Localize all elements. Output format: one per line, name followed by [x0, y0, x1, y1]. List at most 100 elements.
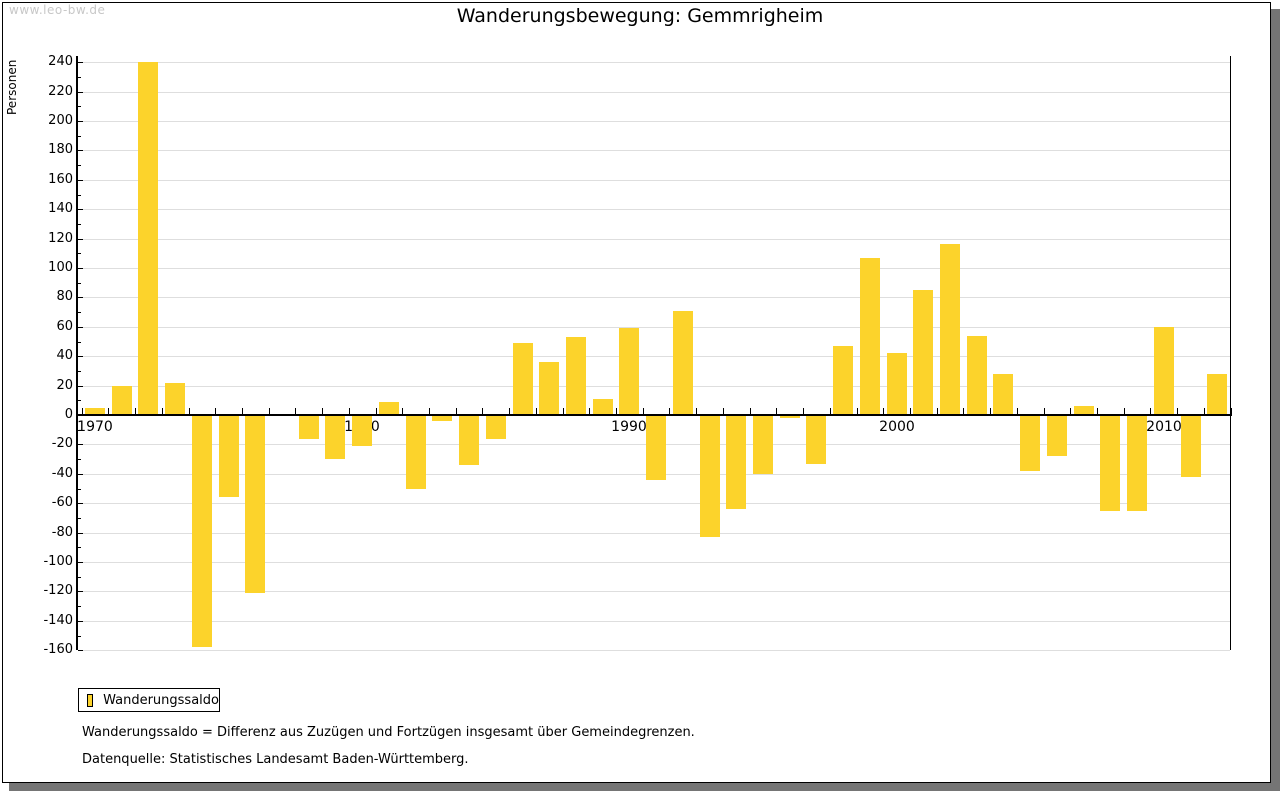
bar-1985: [486, 415, 506, 439]
y-minor-tick-50: [78, 342, 81, 343]
gridline--120: [78, 591, 1230, 592]
y-major-tick-20: [78, 386, 83, 387]
y-tick-label-200: 200: [48, 113, 73, 128]
y-major-tick-140: [78, 209, 83, 210]
x-tick-31: [910, 408, 911, 416]
x-tick-26: [776, 408, 777, 416]
bar-1987: [539, 362, 559, 415]
gridline--140: [78, 621, 1230, 622]
footnote-datasource: Datenquelle: Statistisches Landesamt Bad…: [82, 752, 469, 767]
bar-2007: [1074, 406, 1094, 415]
chart-title: Wanderungsbewegung: Gemmrigheim: [456, 5, 824, 27]
y-minor-tick-70: [78, 312, 81, 313]
x-tick-3: [162, 408, 163, 416]
gridline--60: [78, 503, 1230, 504]
gridline-180: [78, 150, 1230, 151]
bar-1979: [325, 415, 345, 459]
x-tick-20: [616, 408, 617, 416]
y-tick-label-240: 240: [48, 54, 73, 69]
y-tick-label--140: -140: [43, 613, 73, 628]
x-tick-27: [803, 408, 804, 416]
bar-2006: [1047, 415, 1067, 456]
x-tick-9: [322, 408, 323, 416]
x-tick-32: [937, 408, 938, 416]
y-minor-tick--70: [78, 518, 81, 519]
x-tick-6: [242, 408, 243, 416]
bar-2008: [1100, 415, 1120, 511]
x-tick-22: [669, 408, 670, 416]
bar-2011: [1181, 415, 1201, 477]
y-minor-tick-170: [78, 165, 81, 166]
x-tick-25: [750, 408, 751, 416]
y-minor-tick-10: [78, 400, 81, 401]
y-major-tick-180: [78, 150, 83, 151]
x-tick-7: [269, 408, 270, 416]
y-tick-label--20: -20: [51, 436, 73, 451]
x-tick-29: [857, 408, 858, 416]
bar-2004: [993, 374, 1013, 415]
x-tick-19: [589, 408, 590, 416]
y-tick-label--60: -60: [51, 495, 73, 510]
bar-1992: [673, 311, 693, 415]
y-major-tick-120: [78, 239, 83, 240]
x-tick-5: [215, 408, 216, 416]
gridline-160: [78, 180, 1230, 181]
x-tick-15: [482, 408, 483, 416]
frame-shadow-bottom: [9, 783, 1271, 791]
y-minor-tick-30: [78, 371, 81, 372]
bar-1978: [299, 415, 319, 439]
x-tick-label-1990: 1990: [611, 419, 647, 435]
y-tick-label-100: 100: [48, 260, 73, 275]
y-tick-label--100: -100: [43, 554, 73, 569]
y-tick-label-120: 120: [48, 231, 73, 246]
bar-1991: [646, 415, 666, 480]
y-minor-tick--150: [78, 636, 81, 637]
x-tick-36: [1044, 408, 1045, 416]
x-tick-34: [990, 408, 991, 416]
bar-2005: [1020, 415, 1040, 471]
bar-1997: [806, 415, 826, 464]
x-tick-14: [456, 408, 457, 416]
y-minor-tick--130: [78, 606, 81, 607]
footnote-definition: Wanderungssaldo = Differenz aus Zuzügen …: [82, 725, 695, 740]
y-major-tick-80: [78, 297, 83, 298]
y-minor-tick-190: [78, 136, 81, 137]
bar-1998: [833, 346, 853, 415]
legend-swatch-icon: [87, 693, 94, 707]
y-tick-label-180: 180: [48, 142, 73, 157]
gridline-20: [78, 386, 1230, 387]
x-tick-23: [696, 408, 697, 416]
bar-2012: [1207, 374, 1227, 415]
y-tick-label--40: -40: [51, 466, 73, 481]
bar-1970: [85, 408, 105, 415]
x-tick-label-1970: 1970: [77, 419, 113, 435]
y-major-tick-60: [78, 327, 83, 328]
gridline-140: [78, 209, 1230, 210]
bar-2000: [887, 353, 907, 415]
y-minor-tick--50: [78, 489, 81, 490]
y-tick-label-40: 40: [56, 348, 73, 363]
y-minor-tick--90: [78, 547, 81, 548]
bar-1982: [406, 415, 426, 489]
x-tick-35: [1017, 408, 1018, 416]
bar-1976: [245, 415, 265, 593]
x-tick-33: [963, 408, 964, 416]
watermark: www.leo-bw.de: [9, 3, 106, 17]
y-minor-tick-230: [78, 77, 81, 78]
x-tick-42: [1204, 408, 1205, 416]
y-major-tick--40: [78, 474, 83, 475]
gridline-220: [78, 92, 1230, 93]
bar-1995: [753, 415, 773, 474]
x-tick-label-2010: 2010: [1146, 419, 1182, 435]
y-minor-tick--10: [78, 430, 81, 431]
bar-1999: [860, 258, 880, 415]
legend: Wanderungssaldo: [78, 688, 220, 712]
x-tick-8: [295, 408, 296, 416]
gridline--160: [78, 650, 1230, 651]
x-tick-label-2000: 2000: [879, 419, 915, 435]
x-tick-10: [349, 408, 350, 416]
x-tick-30: [883, 408, 884, 416]
y-major-tick-40: [78, 356, 83, 357]
x-tick-0: [82, 408, 83, 416]
